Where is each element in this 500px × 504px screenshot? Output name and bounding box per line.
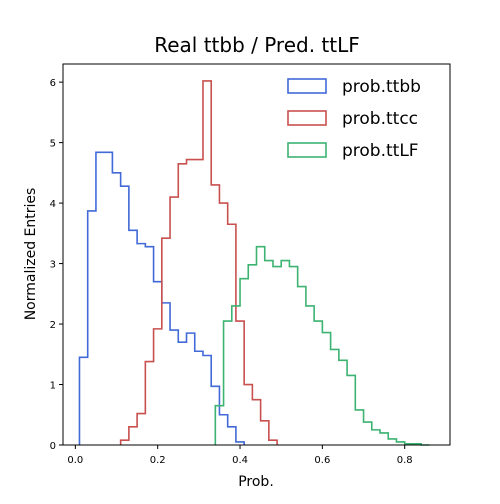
y-axis-label: Normalized Entries [23,188,39,321]
series-prob-ttLF-histogram [214,245,430,446]
legend-label-prob-ttLF: prob.ttLF [342,141,419,161]
x-tick-label: 0.2 [150,455,166,466]
y-tick-label: 5 [50,139,56,150]
y-tick-label: 3 [50,260,56,271]
x-tick-label: 0.0 [67,455,83,466]
legend-label-prob-ttbb: prob.ttbb [342,77,421,97]
x-tick-label: 0.4 [232,455,248,466]
legend: prob.ttbb prob.ttcc prob.ttLF [287,77,421,161]
y-tick-label: 1 [50,381,56,392]
legend-swatch-prob-ttbb [287,78,327,94]
x-tick-label: 0.8 [397,455,413,466]
chart-title: Real ttbb / Pred. ttLF [154,33,360,57]
y-tick-label: 2 [50,320,56,331]
x-tick-label: 0.6 [314,455,330,466]
y-tick-label: 4 [50,199,56,210]
x-axis-label: Prob. [238,474,274,490]
axes-frame [62,63,451,446]
y-tick-label: 0 [50,441,56,452]
y-tick-label: 6 [50,78,56,89]
legend-swatch-prob-ttcc [287,110,327,126]
legend-swatch-prob-ttLF [287,142,327,158]
series-prob-ttcc-histogram [119,80,278,445]
legend-label-prob-ttcc: prob.ttcc [342,109,418,129]
plot-area: 0.0 0.2 0.4 0.6 0.8 0 1 2 3 4 5 6 [50,63,451,466]
